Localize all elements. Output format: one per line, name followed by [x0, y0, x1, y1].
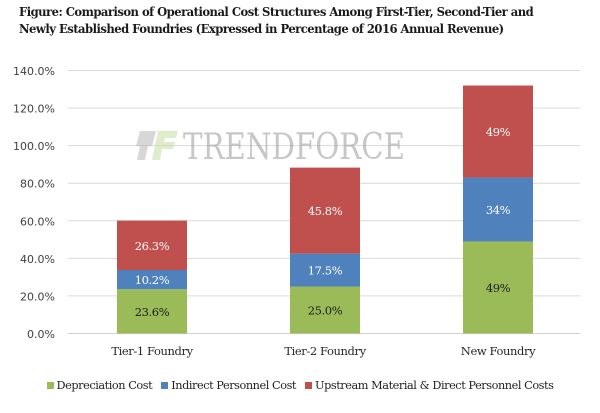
chart-title-line-1: Figure: Comparison of Operational Cost S… — [19, 5, 534, 19]
bar-segment — [463, 241, 533, 334]
y-tick-label: 80.0% — [20, 178, 55, 191]
data-label: 49% — [486, 125, 511, 139]
data-label: 23.6% — [135, 305, 170, 319]
y-axis-ticks: 0.0% 20.0% 40.0% 60.0% 80.0% 100.0% 120.0% 140.… — [13, 65, 55, 341]
y-tick-label: 40.0% — [20, 253, 55, 266]
bar-segment — [290, 286, 360, 334]
data-label: 45.8% — [308, 204, 343, 218]
y-tick-label: 140.0% — [13, 65, 55, 78]
x-tick-label: New Foundry — [461, 344, 536, 358]
bar-segment — [290, 167, 360, 254]
legend-label-indirect-personnel: Indirect Personnel Cost — [171, 379, 297, 392]
data-label: 26.3% — [135, 239, 170, 253]
data-label: 34% — [486, 203, 511, 217]
watermark-text: TRENDFORCE — [183, 127, 405, 168]
bar-segment — [117, 270, 187, 290]
bar-segment — [117, 220, 187, 271]
y-tick-label: 120.0% — [13, 103, 55, 116]
y-tick-label: 20.0% — [20, 290, 55, 303]
data-label: 10.2% — [135, 273, 170, 287]
legend-swatch-indirect-personnel — [161, 382, 169, 389]
data-label: 17.5% — [308, 264, 343, 278]
legend-swatch-depreciation — [46, 382, 54, 389]
data-label: 49% — [486, 281, 511, 295]
bar-segment — [290, 253, 360, 287]
chart-title: Figure: Comparison of Operational Cost S… — [19, 4, 565, 38]
legend-item-indirect-personnel: Indirect Personnel Cost — [161, 379, 296, 392]
x-axis-ticks: Tier-1 Foundry Tier-2 Foundry New Foundry — [111, 344, 536, 358]
legend-item-depreciation: Depreciation Cost — [46, 379, 153, 392]
y-tick-label: 60.0% — [20, 215, 55, 228]
bar-segment — [117, 289, 187, 334]
legend-label-upstream-material: Upstream Material & Direct Personnel Cos… — [315, 379, 554, 392]
chart-title-line-2: Newly Established Foundries (Expressed i… — [19, 22, 504, 36]
bars: 23.6% 10.2% 26.3% 25.0% 17.5% 45.8% 49% 34% 49% — [117, 85, 533, 334]
data-label: 25.0% — [308, 304, 343, 318]
legend: Depreciation Cost Indirect Personnel Cos… — [0, 379, 600, 392]
y-tick-label: 100.0% — [13, 140, 55, 153]
bar-segment — [463, 177, 533, 242]
x-tick-label: Tier-2 Foundry — [284, 344, 366, 358]
legend-label-depreciation: Depreciation Cost — [56, 379, 153, 392]
x-tick-label: Tier-1 Foundry — [111, 344, 193, 358]
trendforce-watermark: TRENDFORCE — [136, 127, 405, 168]
legend-swatch-upstream-material — [305, 382, 313, 389]
legend-item-upstream-material: Upstream Material & Direct Personnel Cos… — [305, 379, 554, 392]
trendforce-logo-icon — [136, 131, 178, 160]
bar-segment — [463, 85, 533, 178]
y-tick-label: 0.0% — [27, 328, 55, 341]
